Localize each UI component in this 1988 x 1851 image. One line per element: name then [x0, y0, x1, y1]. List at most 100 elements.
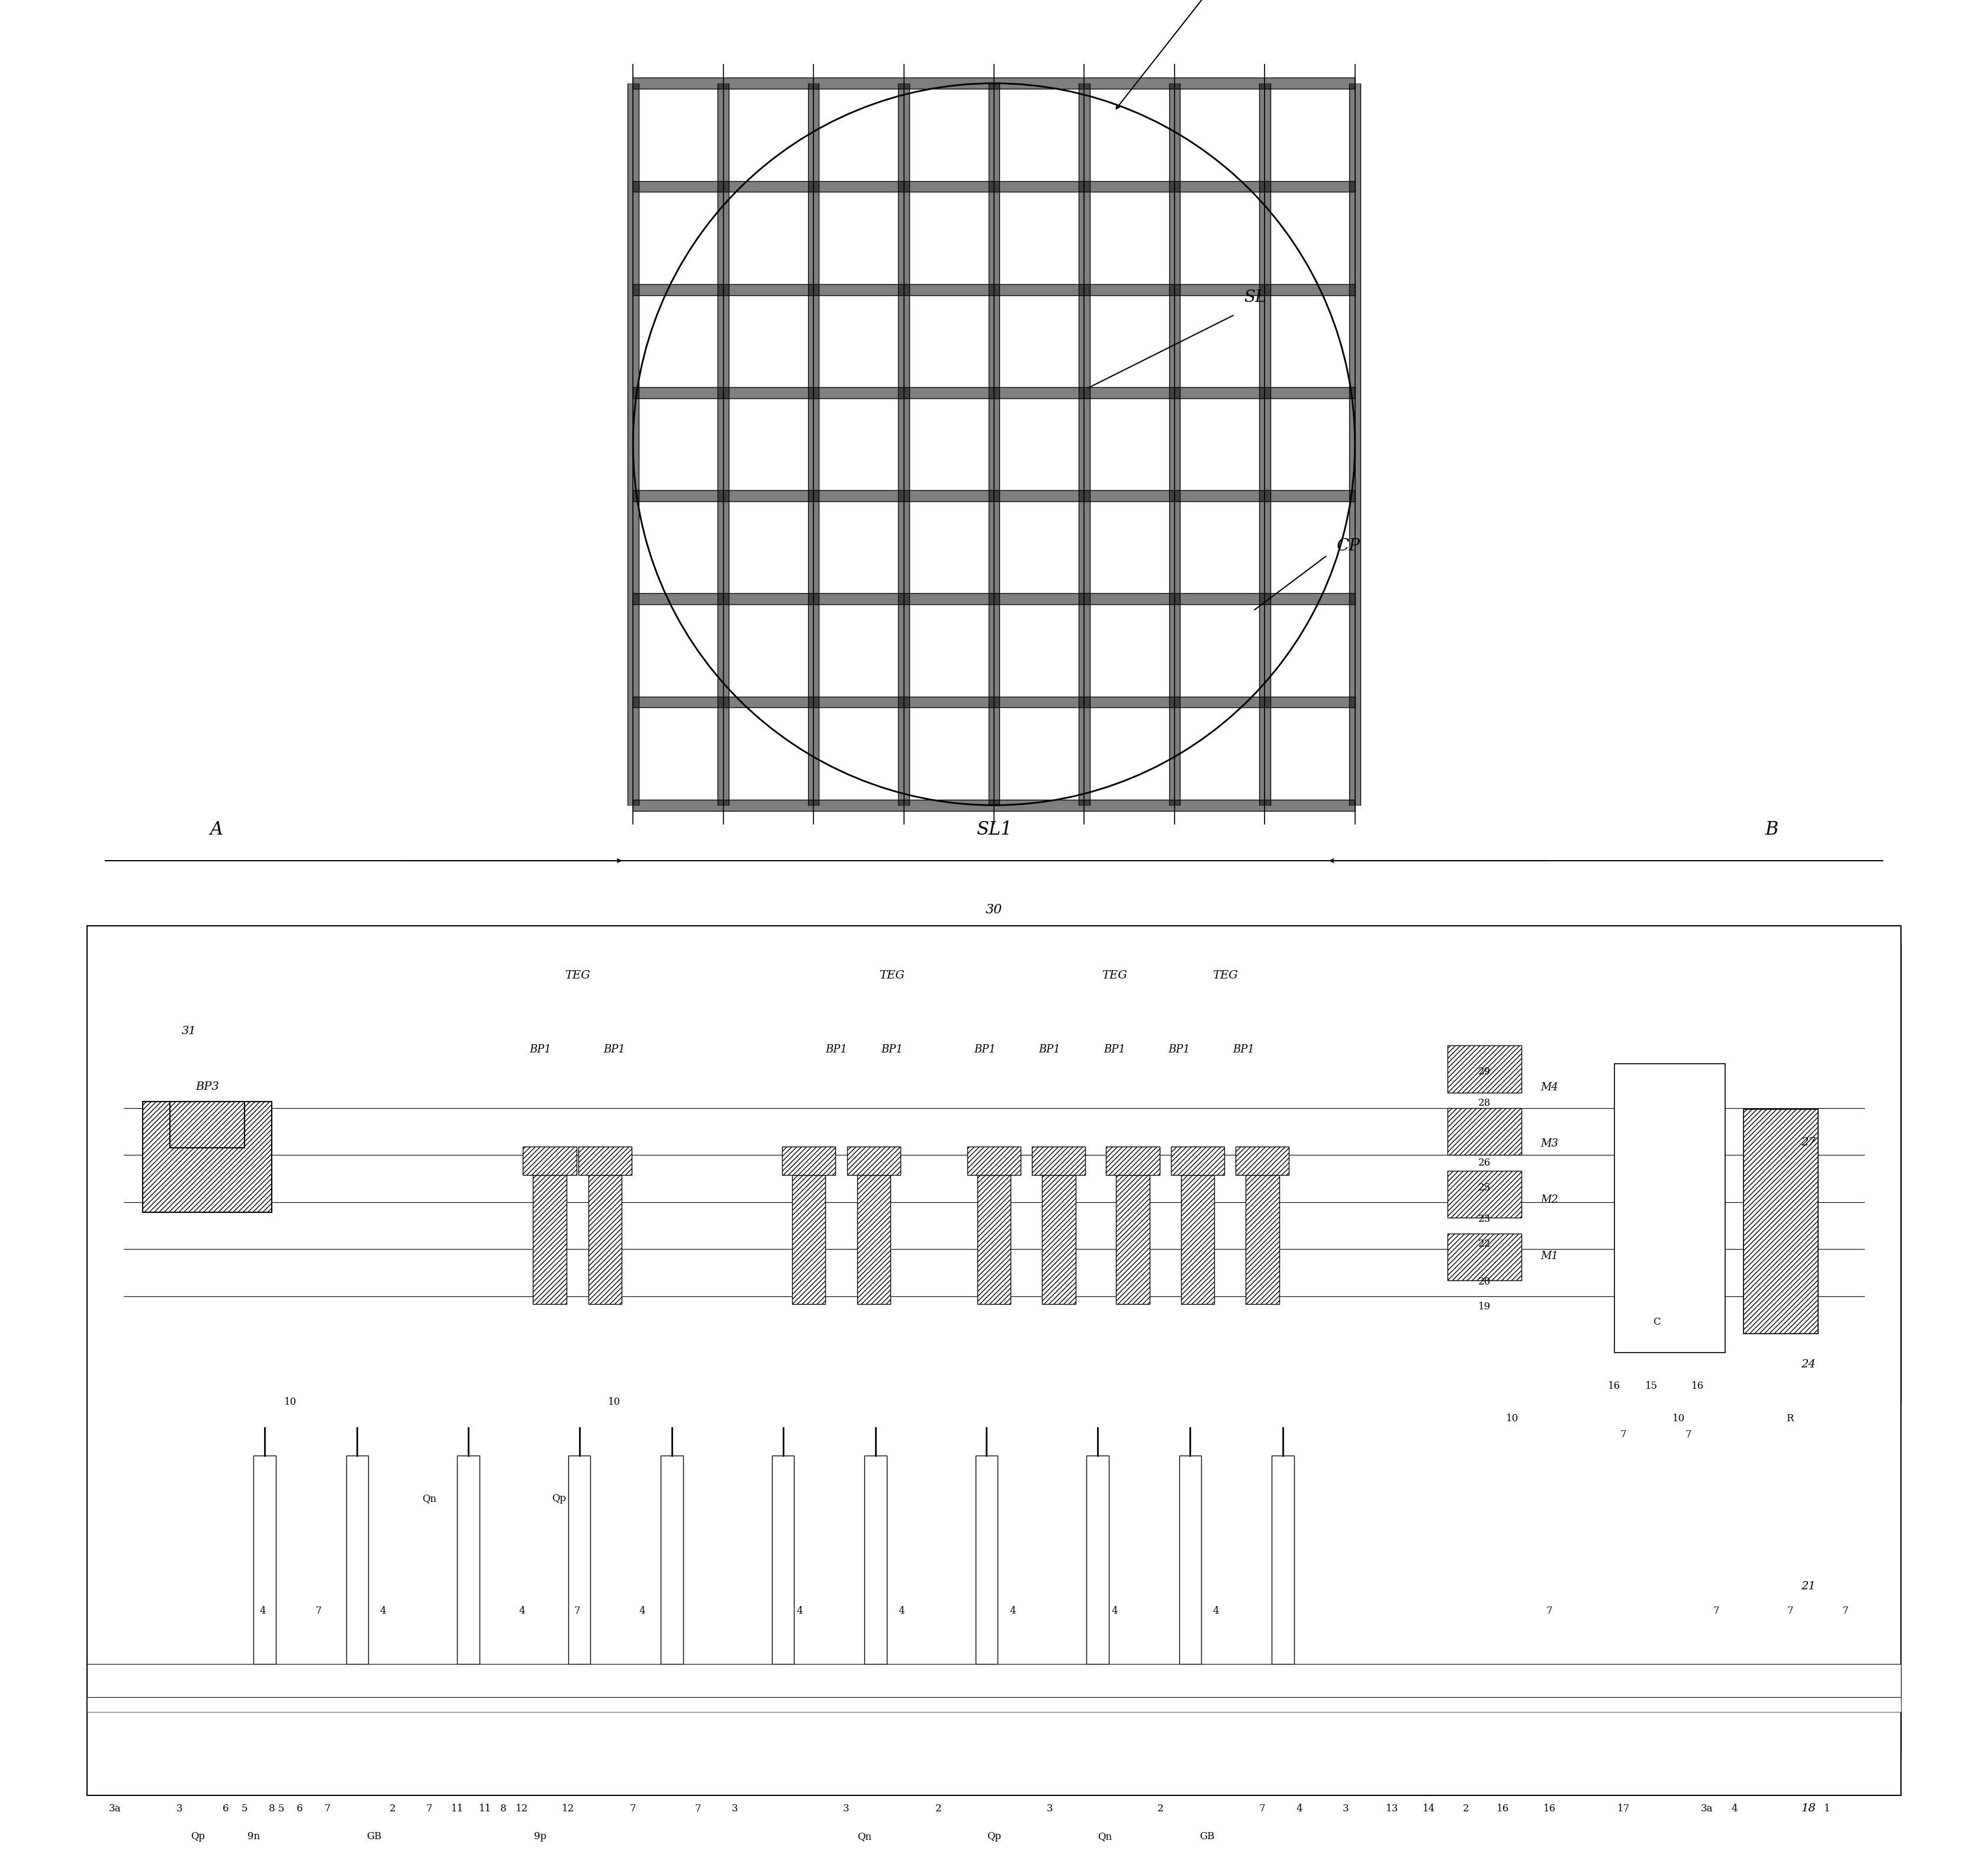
- Text: 4: 4: [797, 1607, 803, 1616]
- Text: Qn: Qn: [857, 1832, 871, 1842]
- Bar: [771, 1455, 793, 1664]
- Text: 4: 4: [1111, 1607, 1117, 1616]
- Text: 8: 8: [501, 1805, 507, 1814]
- Text: 13: 13: [1386, 1805, 1398, 1814]
- Text: 7: 7: [1547, 1607, 1553, 1616]
- Text: M3: M3: [1541, 1138, 1559, 1149]
- Bar: [1743, 1109, 1817, 1335]
- Text: TEG: TEG: [879, 970, 905, 981]
- Text: 19: 19: [1479, 1301, 1491, 1312]
- Bar: [87, 1233, 1901, 1344]
- Text: 29: 29: [1479, 1066, 1491, 1077]
- Bar: [1614, 1064, 1726, 1353]
- Bar: [865, 1455, 887, 1664]
- Bar: [87, 942, 235, 1403]
- Text: 7: 7: [1686, 1429, 1692, 1440]
- Bar: [87, 1712, 1901, 1758]
- Text: 23: 23: [1479, 1214, 1491, 1224]
- Text: 7: 7: [324, 1805, 330, 1814]
- Bar: [1272, 1455, 1294, 1664]
- Bar: [1181, 1175, 1215, 1303]
- Text: Qp: Qp: [553, 1494, 567, 1503]
- Text: BP1: BP1: [1233, 1044, 1254, 1055]
- Bar: [1237, 1146, 1288, 1175]
- Text: BP1: BP1: [825, 1044, 847, 1055]
- Text: B: B: [1765, 820, 1777, 839]
- Text: 10: 10: [608, 1398, 620, 1407]
- Text: BP1: BP1: [974, 1044, 996, 1055]
- Bar: [660, 1455, 684, 1664]
- Text: 11: 11: [451, 1805, 463, 1814]
- Bar: [1447, 1046, 1521, 1092]
- Bar: [1042, 1175, 1076, 1303]
- Bar: [569, 1455, 590, 1664]
- Bar: [978, 1175, 1010, 1303]
- Bar: [579, 1146, 632, 1175]
- Text: 3: 3: [732, 1805, 738, 1814]
- Text: 27: 27: [1801, 1137, 1815, 1148]
- Text: 5: 5: [241, 1805, 247, 1814]
- Text: 24: 24: [1801, 1359, 1815, 1370]
- Text: Qp: Qp: [986, 1832, 1002, 1842]
- Bar: [1447, 1109, 1521, 1155]
- Text: M4: M4: [1541, 1081, 1559, 1092]
- Text: 6: 6: [223, 1805, 229, 1814]
- Bar: [1447, 1172, 1521, 1218]
- Text: 15: 15: [1644, 1381, 1658, 1392]
- Text: 4: 4: [380, 1607, 386, 1616]
- Bar: [523, 1146, 577, 1175]
- Text: 10: 10: [1672, 1414, 1686, 1423]
- Text: 11: 11: [479, 1805, 491, 1814]
- Text: Qn: Qn: [421, 1494, 437, 1503]
- Text: 31: 31: [181, 1025, 197, 1037]
- Text: TEG: TEG: [1101, 970, 1127, 981]
- Text: SL: SL: [1244, 289, 1266, 305]
- Bar: [1032, 1146, 1085, 1175]
- Text: 16: 16: [1497, 1805, 1509, 1814]
- Bar: [1753, 942, 1901, 1403]
- Text: BP1: BP1: [529, 1044, 551, 1055]
- Bar: [1179, 1455, 1201, 1664]
- Bar: [791, 1175, 825, 1303]
- Text: 12: 12: [515, 1805, 529, 1814]
- Bar: [588, 1175, 622, 1303]
- Text: 7: 7: [1620, 1429, 1626, 1440]
- Text: M2: M2: [1541, 1194, 1559, 1205]
- Bar: [254, 1455, 276, 1664]
- Text: BP3: BP3: [195, 1081, 219, 1092]
- Text: 7: 7: [316, 1607, 322, 1616]
- Text: TEG: TEG: [1213, 970, 1239, 981]
- Bar: [857, 1175, 891, 1303]
- Text: 10: 10: [284, 1398, 296, 1407]
- Text: 5: 5: [278, 1805, 284, 1814]
- Bar: [1115, 1175, 1149, 1303]
- Text: 3: 3: [177, 1805, 183, 1814]
- Text: BP1: BP1: [1169, 1044, 1191, 1055]
- Bar: [968, 1146, 1020, 1175]
- Text: 7: 7: [1787, 1607, 1793, 1616]
- Text: C: C: [1652, 1316, 1660, 1327]
- Text: 7: 7: [1258, 1805, 1266, 1814]
- Text: 6: 6: [296, 1805, 302, 1814]
- Text: 2: 2: [1463, 1805, 1469, 1814]
- Text: A: A: [211, 820, 223, 839]
- Text: 14: 14: [1423, 1805, 1435, 1814]
- Bar: [143, 1101, 272, 1212]
- Bar: [533, 1175, 567, 1303]
- Circle shape: [632, 83, 1356, 805]
- Text: 4: 4: [638, 1607, 646, 1616]
- Text: 4: 4: [1213, 1607, 1219, 1616]
- Text: 4: 4: [899, 1607, 905, 1616]
- Text: CP: CP: [1336, 539, 1360, 553]
- Text: 3: 3: [1046, 1805, 1054, 1814]
- Text: 17: 17: [1616, 1805, 1630, 1814]
- Text: GB: GB: [1199, 1832, 1215, 1842]
- Text: 12: 12: [563, 1805, 575, 1814]
- Bar: [87, 1664, 1901, 1697]
- Text: 3a: 3a: [109, 1805, 121, 1814]
- Text: 22: 22: [1479, 1238, 1491, 1249]
- Text: Qp: Qp: [191, 1832, 205, 1842]
- Text: 4: 4: [1732, 1805, 1738, 1814]
- Text: GB: GB: [366, 1832, 382, 1842]
- Bar: [1447, 1233, 1521, 1281]
